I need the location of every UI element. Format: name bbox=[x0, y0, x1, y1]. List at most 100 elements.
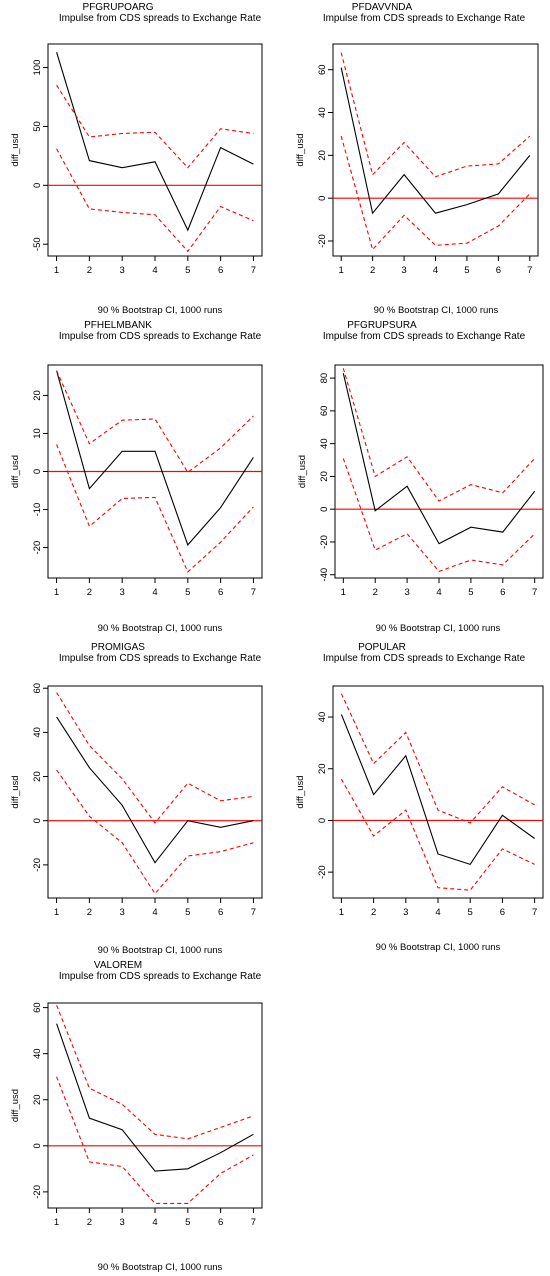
series-lower-line bbox=[340, 778, 535, 891]
x-tick-label: 4 bbox=[433, 265, 438, 276]
x-tick-label: 4 bbox=[436, 587, 441, 598]
x-tick-label: 2 bbox=[87, 907, 92, 918]
series-upper-line bbox=[342, 368, 536, 502]
series-lower-line bbox=[56, 444, 254, 573]
bootstrap-ci-note: 90 % Bootstrap CI, 1000 runs bbox=[98, 305, 223, 316]
x-tick-label: 1 bbox=[339, 265, 344, 276]
plot-frame bbox=[47, 43, 263, 257]
x-tick-label: 1 bbox=[341, 587, 346, 598]
panel-subtitle: Impulse from CDS spreads to Exchange Rat… bbox=[59, 971, 262, 982]
y-tick-label: 40 bbox=[317, 107, 328, 118]
series-upper-line bbox=[56, 84, 254, 169]
bootstrap-ci-note: 90 % Bootstrap CI, 1000 runs bbox=[376, 942, 501, 953]
panel-subtitle: Impulse from CDS spreads to Exchange Rat… bbox=[323, 13, 526, 24]
y-tick-label: 20 bbox=[319, 471, 330, 482]
x-tick-label: 5 bbox=[185, 907, 190, 918]
y-tick-label: 20 bbox=[32, 771, 43, 782]
y-tick-label: -10 bbox=[32, 503, 43, 517]
x-tick-label: 2 bbox=[371, 907, 376, 918]
y-tick-label: 0 bbox=[32, 818, 43, 823]
y-axis-label: diff_usd bbox=[295, 133, 306, 166]
panel-subtitle: Impulse from CDS spreads to Exchange Rat… bbox=[59, 13, 262, 24]
y-tick-label: 40 bbox=[319, 438, 330, 449]
series-irf-line bbox=[56, 370, 254, 546]
y-axis-label: diff_usd bbox=[10, 455, 21, 488]
x-tick-label: 5 bbox=[185, 1217, 190, 1228]
y-tick-label: 60 bbox=[32, 1002, 43, 1013]
y-tick-label: 10 bbox=[32, 428, 43, 439]
series-irf-line bbox=[342, 373, 536, 545]
y-tick-label: 20 bbox=[317, 763, 328, 774]
x-tick-label: 1 bbox=[54, 1217, 59, 1228]
panel-title: VALOREM bbox=[94, 960, 142, 971]
y-tick-label: 20 bbox=[32, 1094, 43, 1105]
series-irf-line bbox=[340, 714, 535, 866]
plot-frame bbox=[47, 685, 263, 899]
bootstrap-ci-note: 90 % Bootstrap CI, 1000 runs bbox=[98, 945, 223, 956]
y-tick-label: 50 bbox=[32, 121, 43, 132]
x-tick-label: 7 bbox=[251, 907, 256, 918]
x-tick-label: 2 bbox=[370, 265, 375, 276]
x-tick-label: 3 bbox=[120, 1217, 125, 1228]
panel-subtitle: Impulse from CDS spreads to Exchange Rat… bbox=[323, 653, 526, 664]
series-lower-line bbox=[56, 1076, 254, 1204]
x-tick-label: 4 bbox=[152, 1217, 157, 1228]
x-tick-label: 5 bbox=[468, 907, 473, 918]
y-tick-label: -20 bbox=[317, 865, 328, 879]
y-tick-label: 80 bbox=[319, 373, 330, 384]
x-tick-label: 1 bbox=[339, 907, 344, 918]
panel-title: PFGRUPOARG bbox=[82, 2, 153, 13]
x-tick-label: 3 bbox=[404, 587, 409, 598]
y-tick-label: 20 bbox=[32, 390, 43, 401]
series-irf-line bbox=[56, 52, 254, 232]
x-tick-label: 1 bbox=[54, 265, 59, 276]
series-lower-line bbox=[342, 458, 536, 573]
bootstrap-ci-note: 90 % Bootstrap CI, 1000 runs bbox=[374, 305, 499, 316]
y-axis-label: diff_usd bbox=[10, 1089, 21, 1122]
y-tick-label: -20 bbox=[32, 1185, 43, 1199]
x-tick-label: 2 bbox=[373, 587, 378, 598]
x-tick-label: 5 bbox=[464, 265, 469, 276]
bootstrap-ci-note: 90 % Bootstrap CI, 1000 runs bbox=[98, 1262, 223, 1273]
x-tick-label: 7 bbox=[251, 1217, 256, 1228]
y-tick-label: 40 bbox=[32, 1048, 43, 1059]
x-tick-label: 3 bbox=[120, 907, 125, 918]
x-tick-label: 3 bbox=[120, 587, 125, 598]
x-tick-label: 6 bbox=[218, 265, 223, 276]
y-tick-label: -20 bbox=[317, 234, 328, 248]
y-tick-label: -50 bbox=[32, 237, 43, 251]
x-tick-label: 2 bbox=[87, 1217, 92, 1228]
x-tick-label: 6 bbox=[496, 265, 501, 276]
x-tick-label: 3 bbox=[120, 265, 125, 276]
x-tick-label: 7 bbox=[251, 265, 256, 276]
y-tick-label: 60 bbox=[319, 406, 330, 417]
y-tick-label: 0 bbox=[32, 469, 43, 474]
panel-subtitle: Impulse from CDS spreads to Exchange Rat… bbox=[59, 331, 262, 342]
series-irf-line bbox=[56, 716, 254, 864]
series-lower-line bbox=[56, 769, 254, 895]
panel-subtitle: Impulse from CDS spreads to Exchange Rat… bbox=[323, 331, 526, 342]
x-tick-label: 7 bbox=[532, 907, 537, 918]
y-tick-label: -20 bbox=[32, 541, 43, 555]
y-tick-label: -40 bbox=[319, 568, 330, 582]
y-tick-label: 60 bbox=[32, 683, 43, 694]
y-axis-label: diff_usd bbox=[295, 775, 306, 808]
x-tick-label: 5 bbox=[185, 587, 190, 598]
x-tick-label: 2 bbox=[87, 265, 92, 276]
x-tick-label: 5 bbox=[185, 265, 190, 276]
series-lower-line bbox=[340, 135, 531, 251]
series-upper-line bbox=[56, 692, 254, 824]
y-tick-label: 0 bbox=[319, 507, 330, 512]
x-tick-label: 4 bbox=[152, 265, 157, 276]
plot-frame bbox=[332, 685, 544, 899]
panel-title: PFDAVVNDA bbox=[352, 2, 413, 13]
series-irf-line bbox=[340, 67, 531, 215]
